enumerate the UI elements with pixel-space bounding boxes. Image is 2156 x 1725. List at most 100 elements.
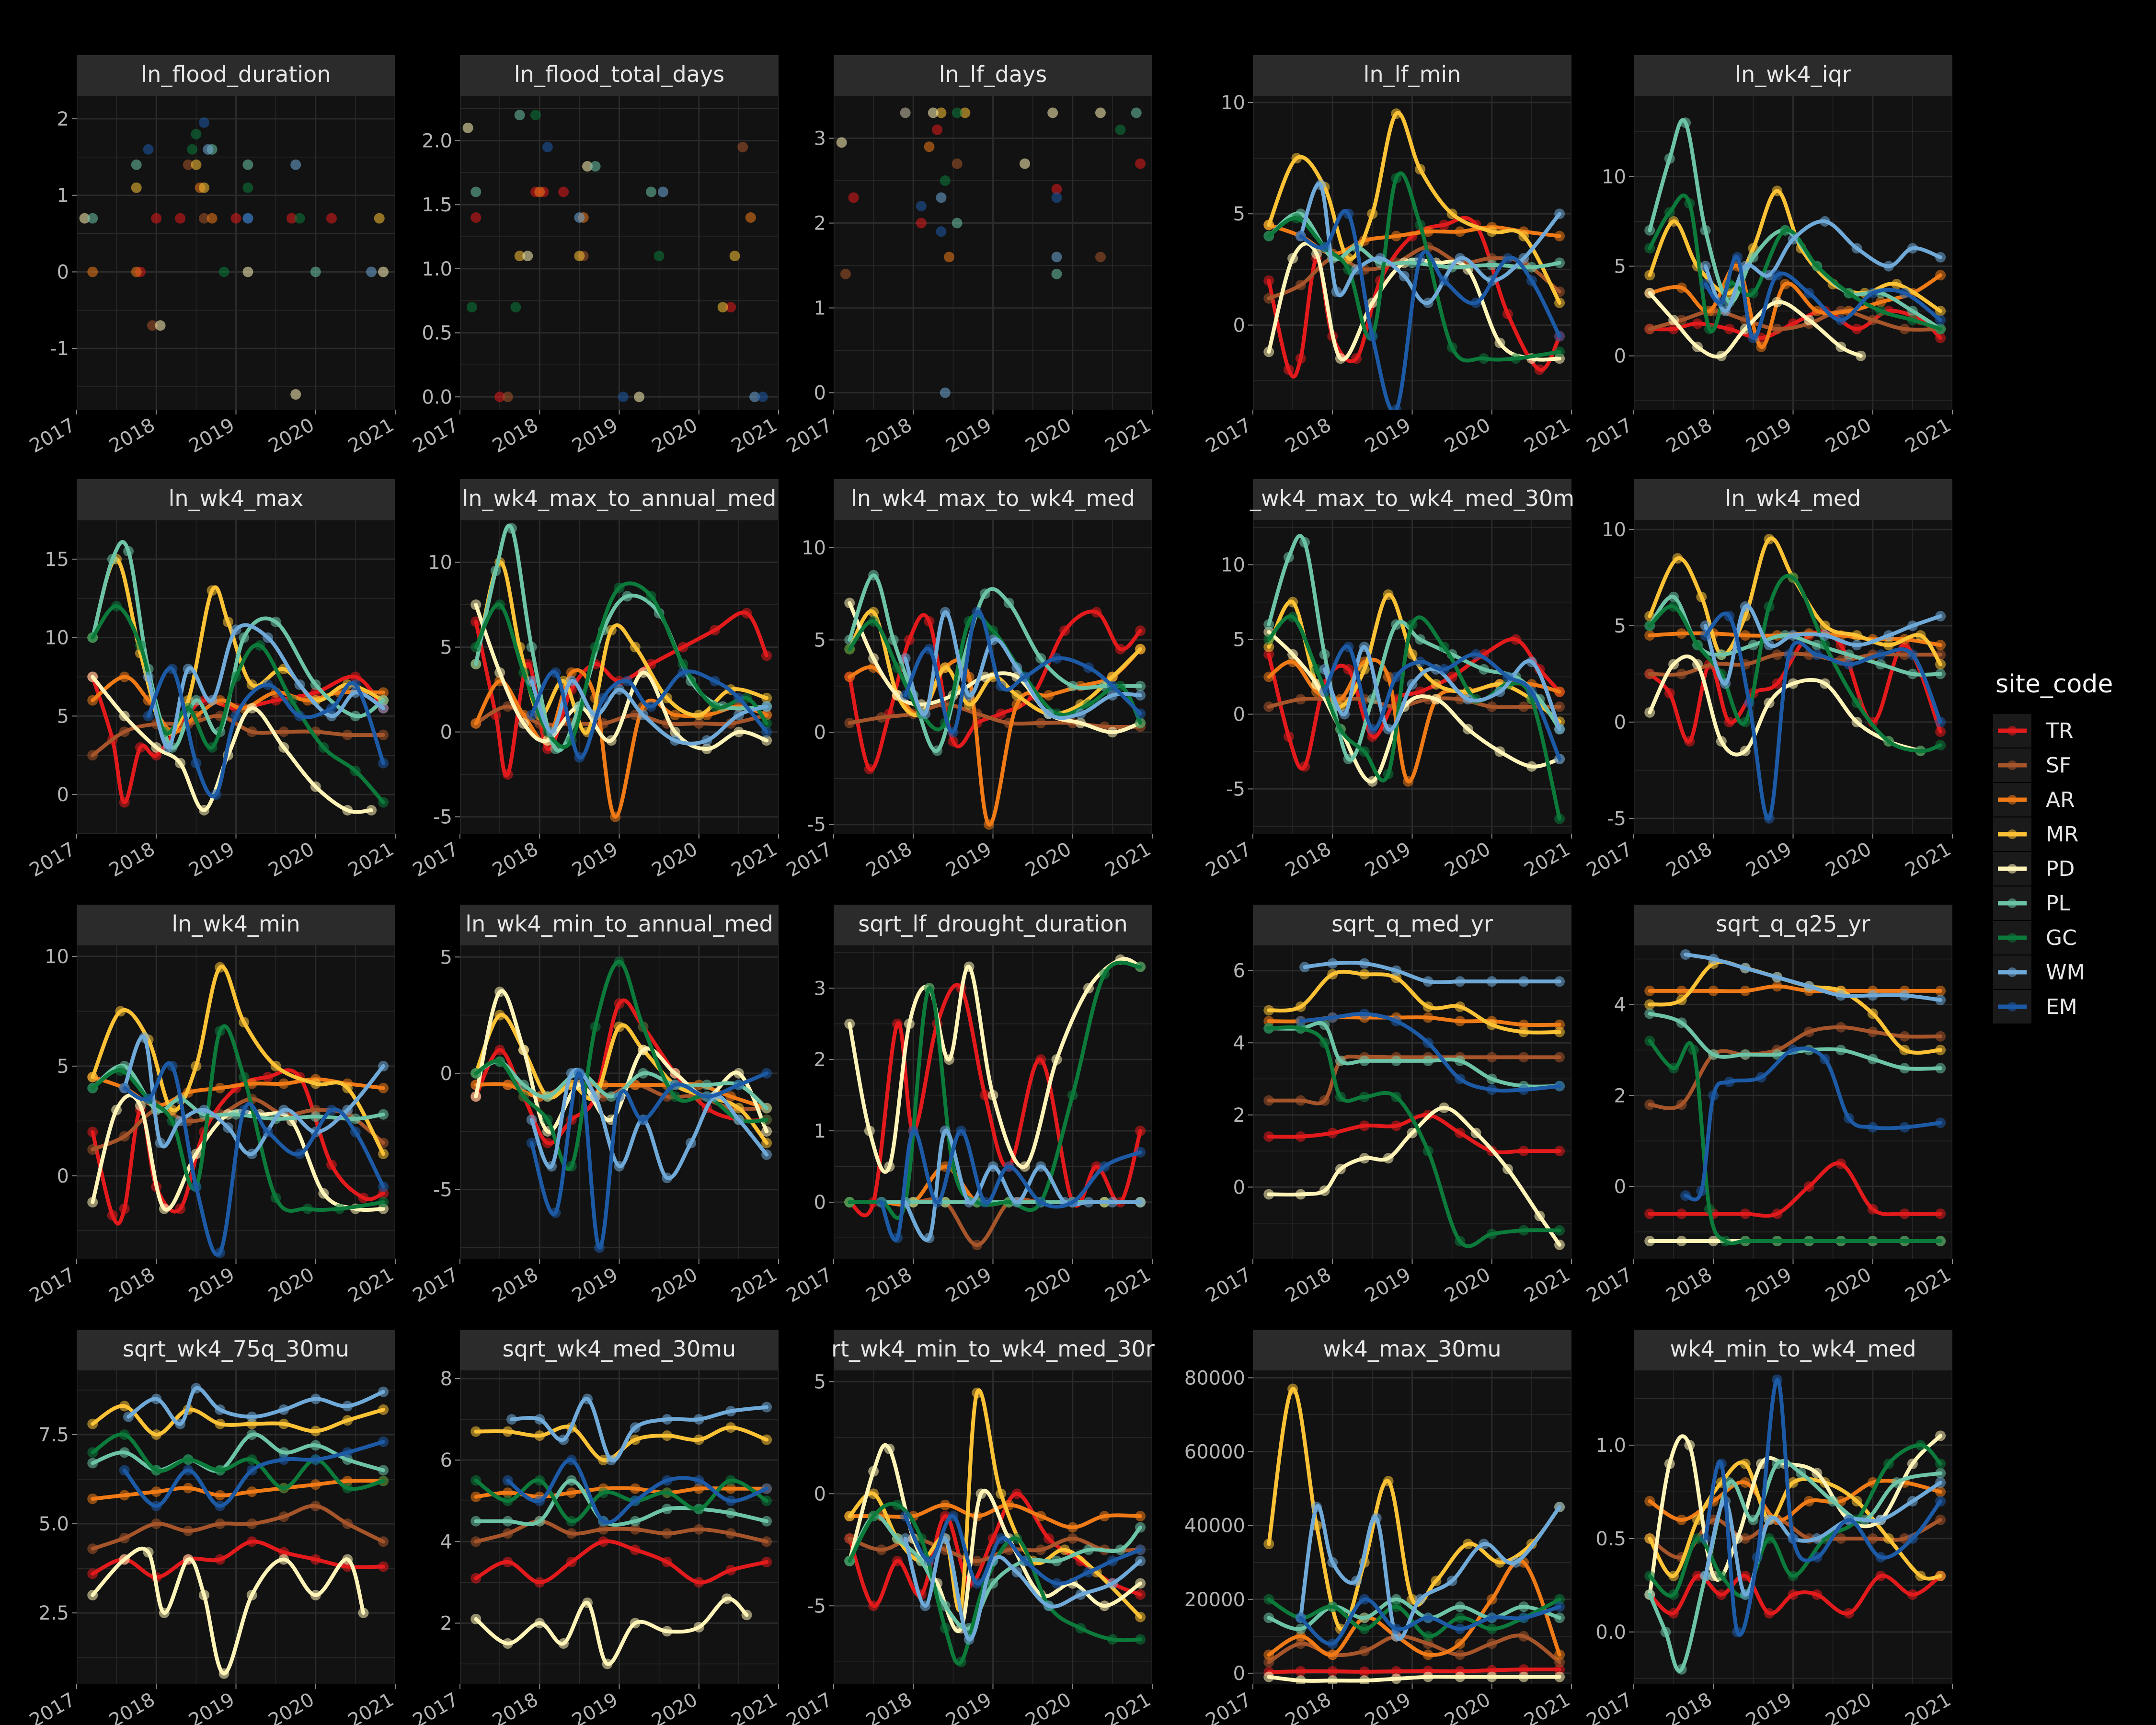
point-PL — [514, 110, 525, 121]
y-tick-label: -5 — [807, 814, 826, 836]
point-GC — [218, 266, 229, 277]
point-GC — [510, 302, 521, 313]
line-WM — [529, 679, 769, 746]
point-PL — [242, 159, 253, 170]
point-SF — [147, 320, 158, 331]
line-GC — [1648, 1039, 1943, 1245]
panel-strip — [1634, 55, 1952, 96]
panel-data — [87, 962, 389, 1258]
line-WM — [1703, 219, 1943, 313]
y-tick-label: 6 — [1233, 960, 1245, 982]
panel-title: sqrt_q_med_yr — [1331, 911, 1493, 937]
line-EM — [146, 666, 386, 798]
y-tick-label: -5 — [433, 806, 452, 828]
y-tick-label: 0 — [440, 722, 452, 744]
legend-label-EM: EM — [2046, 995, 2077, 1019]
y-tick-label: -5 — [1226, 778, 1245, 800]
y-tick-label: 0 — [1233, 1176, 1245, 1198]
y-tick-label: 0.0 — [1595, 1622, 1626, 1644]
line-PD — [1648, 291, 1863, 359]
y-tick-label: 0 — [814, 1483, 826, 1505]
point-MR — [191, 159, 202, 170]
line-EM — [1684, 1046, 1943, 1202]
point-PD — [836, 137, 847, 148]
line-PD — [474, 1597, 749, 1666]
point-WM — [574, 212, 585, 223]
point-SF — [199, 213, 209, 224]
point-SF — [502, 391, 513, 402]
point-TR — [286, 213, 297, 224]
line-TR — [91, 1068, 386, 1226]
y-tick-label: 1 — [57, 185, 69, 207]
line-GC — [474, 581, 769, 749]
legend-label-WM: WM — [2046, 960, 2085, 985]
point-PD — [462, 122, 473, 133]
panel-data — [1644, 117, 1946, 361]
point-SF — [840, 268, 851, 279]
point-MR — [717, 302, 728, 313]
line-PD — [1267, 1675, 1562, 1683]
panel-data — [470, 523, 772, 822]
legend-label-AR: AR — [2046, 788, 2075, 812]
panel-strip — [834, 905, 1152, 945]
y-tick-label: 5 — [1614, 615, 1626, 637]
point-MR — [936, 107, 947, 118]
y-tick-label: 2.5 — [38, 1602, 69, 1624]
point-MR — [729, 251, 740, 262]
line-EM — [122, 1061, 386, 1257]
line-MR — [474, 560, 769, 735]
line-MR — [848, 609, 1143, 717]
panel-strip — [1634, 905, 1952, 945]
line-PL — [91, 540, 386, 750]
legend-key-point-EM — [2007, 1002, 2017, 1012]
point-EM — [757, 391, 768, 402]
line-TR — [1648, 630, 1943, 744]
panel-title: wk4_max_30mu — [1323, 1336, 1501, 1362]
y-tick-label: 0 — [814, 382, 826, 404]
y-tick-label: 0.5 — [1595, 1528, 1626, 1550]
panel-strip — [77, 479, 395, 520]
panel-title: ln_wk4_max_to_annual_med — [462, 485, 777, 511]
point-MR — [514, 251, 525, 262]
line-TR — [1648, 1161, 1943, 1218]
point-TR — [1135, 158, 1146, 169]
point-WM — [366, 266, 377, 277]
line-SF — [1267, 696, 1562, 710]
panel-strip — [1634, 479, 1952, 520]
line-EM — [1298, 1597, 1562, 1646]
point-TR — [932, 124, 943, 135]
point-AR — [87, 266, 98, 277]
y-tick-label: 10 — [1221, 92, 1245, 114]
y-tick-label: -1 — [50, 338, 69, 360]
line-GC — [91, 604, 386, 805]
line-MR — [1267, 969, 1562, 1035]
panel-strip — [77, 55, 395, 96]
point-EM — [143, 144, 154, 155]
panel-data — [79, 117, 389, 400]
point-GC — [940, 175, 951, 186]
legend-label-SF: SF — [2046, 753, 2071, 778]
y-tick-label: 10 — [45, 946, 69, 968]
legend-key-point-WM — [2007, 967, 2017, 977]
y-tick-label: 0 — [1233, 1663, 1245, 1685]
y-tick-label: 5 — [1233, 203, 1245, 225]
point-GC — [187, 144, 198, 155]
y-tick-label: 15 — [45, 549, 69, 571]
point-PL — [131, 159, 142, 170]
line-MR — [1648, 536, 1943, 667]
panel-data — [462, 110, 768, 402]
line-EM — [529, 669, 769, 759]
panel-grid — [77, 96, 395, 410]
y-tick-label: 5 — [57, 1056, 69, 1078]
y-tick-label: 2 — [814, 213, 826, 235]
line-WM — [122, 1035, 386, 1156]
point-PD — [242, 266, 253, 277]
point-MR — [199, 182, 209, 193]
line-WM — [1303, 961, 1562, 984]
panel-grid — [834, 1370, 1152, 1684]
